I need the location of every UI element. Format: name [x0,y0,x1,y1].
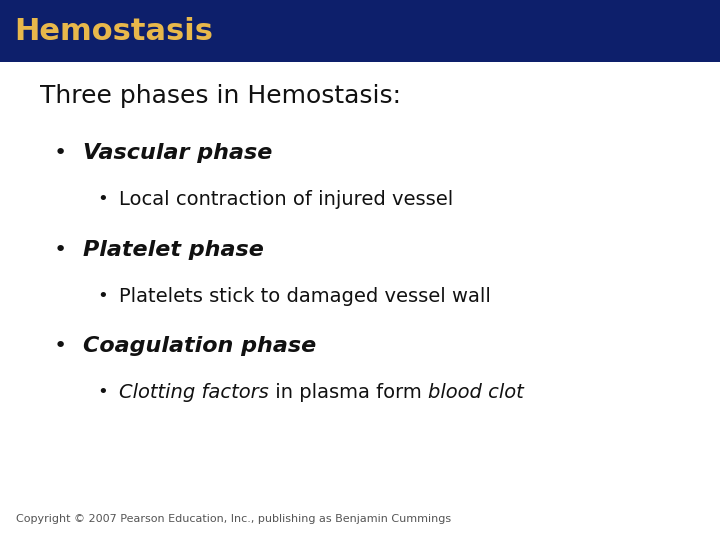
Text: •: • [54,336,67,356]
Text: •: • [97,287,108,305]
Text: Coagulation phase: Coagulation phase [83,336,316,356]
Text: Platelet phase: Platelet phase [83,240,264,260]
Text: •: • [97,383,108,401]
Text: •: • [97,190,108,208]
Text: Copyright © 2007 Pearson Education, Inc., publishing as Benjamin Cummings: Copyright © 2007 Pearson Education, Inc.… [16,514,451,524]
Text: Local contraction of injured vessel: Local contraction of injured vessel [119,190,453,209]
Text: •: • [54,240,67,260]
Text: Hemostasis: Hemostasis [14,17,213,45]
Text: Platelets stick to damaged vessel wall: Platelets stick to damaged vessel wall [119,287,490,306]
Text: Clotting factors: Clotting factors [119,383,269,402]
Text: •: • [54,143,67,163]
Bar [0,0,720,62]
Text: Vascular phase: Vascular phase [83,143,272,163]
Text: in plasma form: in plasma form [269,383,428,402]
Text: blood clot: blood clot [428,383,523,402]
Text: Three phases in Hemostasis:: Three phases in Hemostasis: [40,84,400,107]
